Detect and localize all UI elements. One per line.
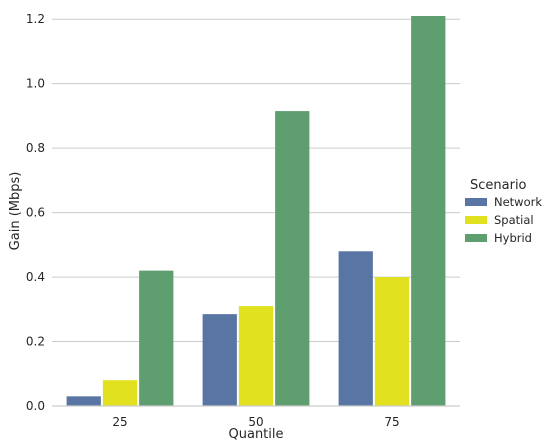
bar-hybrid-75 [411,16,446,406]
y-tick-label: 0.6 [26,206,45,220]
legend: Scenario Network Spatial Hybrid [465,178,542,245]
y-axis-label: Gain (Mbps) [8,172,23,251]
y-tick-label: 1.0 [26,77,45,91]
bar-network-50 [202,314,237,406]
legend-label-spatial: Spatial [494,213,534,227]
bar-spatial-50 [238,306,274,406]
x-tick-label: 25 [112,415,127,429]
x-tick-label: 75 [384,415,399,429]
bar-spatial-75 [374,277,410,406]
y-tick-label: 0.4 [26,270,45,284]
legend-swatch-network [465,198,487,206]
y-tick-label: 0.0 [26,399,45,413]
bar-spatial-25 [102,380,138,406]
bars [66,16,446,406]
legend-label-network: Network [494,195,542,209]
legend-title: Scenario [470,178,527,193]
y-tick-label: 1.2 [26,12,45,26]
legend-swatch-hybrid [465,234,487,242]
bar-network-25 [66,396,101,406]
x-tick-label: 50 [248,415,263,429]
y-tick-label: 0.2 [26,335,45,349]
x-axis-label: Quantile [229,427,284,442]
bar-hybrid-25 [139,270,174,406]
bar-hybrid-50 [275,111,310,406]
legend-label-hybrid: Hybrid [494,231,532,245]
x-tick-labels: 25 50 75 [112,415,399,429]
bar-network-75 [338,251,373,406]
y-tick-label: 0.8 [26,141,45,155]
y-tick-labels: 0.0 0.2 0.4 0.6 0.8 1.0 1.2 [26,12,45,413]
legend-swatch-spatial [465,216,487,224]
